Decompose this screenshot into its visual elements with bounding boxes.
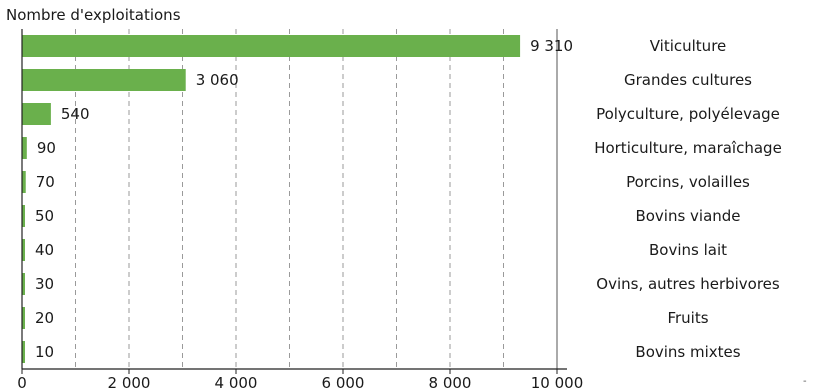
category-label: Bovins mixtes xyxy=(635,343,740,361)
category-label: Grandes cultures xyxy=(624,71,752,89)
value-label: 3 060 xyxy=(196,71,239,89)
value-label: 50 xyxy=(35,207,54,225)
footer-mark: - xyxy=(803,376,807,387)
x-tick-label: 2 000 xyxy=(108,374,151,390)
value-label: 40 xyxy=(35,241,54,259)
bar xyxy=(22,171,26,193)
bar xyxy=(22,239,25,261)
bar xyxy=(22,103,51,125)
bar xyxy=(22,35,521,57)
value-label: 30 xyxy=(35,275,54,293)
bar xyxy=(22,137,27,159)
value-label: 90 xyxy=(37,139,56,157)
x-tick-label: 0 xyxy=(17,374,27,390)
category-label: Polyculture, polyélevage xyxy=(596,105,780,123)
value-label: 9 310 xyxy=(530,37,573,55)
category-label: Viticulture xyxy=(650,37,727,55)
value-label: 540 xyxy=(61,105,90,123)
category-label: Ovins, autres herbivores xyxy=(596,275,780,293)
bar xyxy=(22,341,25,363)
category-label: Horticulture, maraîchage xyxy=(594,139,782,157)
bar xyxy=(22,205,25,227)
bar xyxy=(22,69,186,91)
category-label: Fruits xyxy=(667,309,708,327)
x-tick-label: 6 000 xyxy=(322,374,365,390)
category-label: Bovins lait xyxy=(649,241,727,259)
bar xyxy=(22,307,25,329)
x-tick-label: 10 000 xyxy=(531,374,584,390)
x-tick-label: 8 000 xyxy=(429,374,472,390)
category-label: Bovins viande xyxy=(635,207,740,225)
category-label: Porcins, volailles xyxy=(626,173,750,191)
value-label: 10 xyxy=(35,343,54,361)
y-axis-title: Nombre d'exploitations xyxy=(6,6,181,24)
bar xyxy=(22,273,25,295)
x-tick-label: 4 000 xyxy=(215,374,258,390)
value-label: 20 xyxy=(35,309,54,327)
value-label: 70 xyxy=(36,173,55,191)
